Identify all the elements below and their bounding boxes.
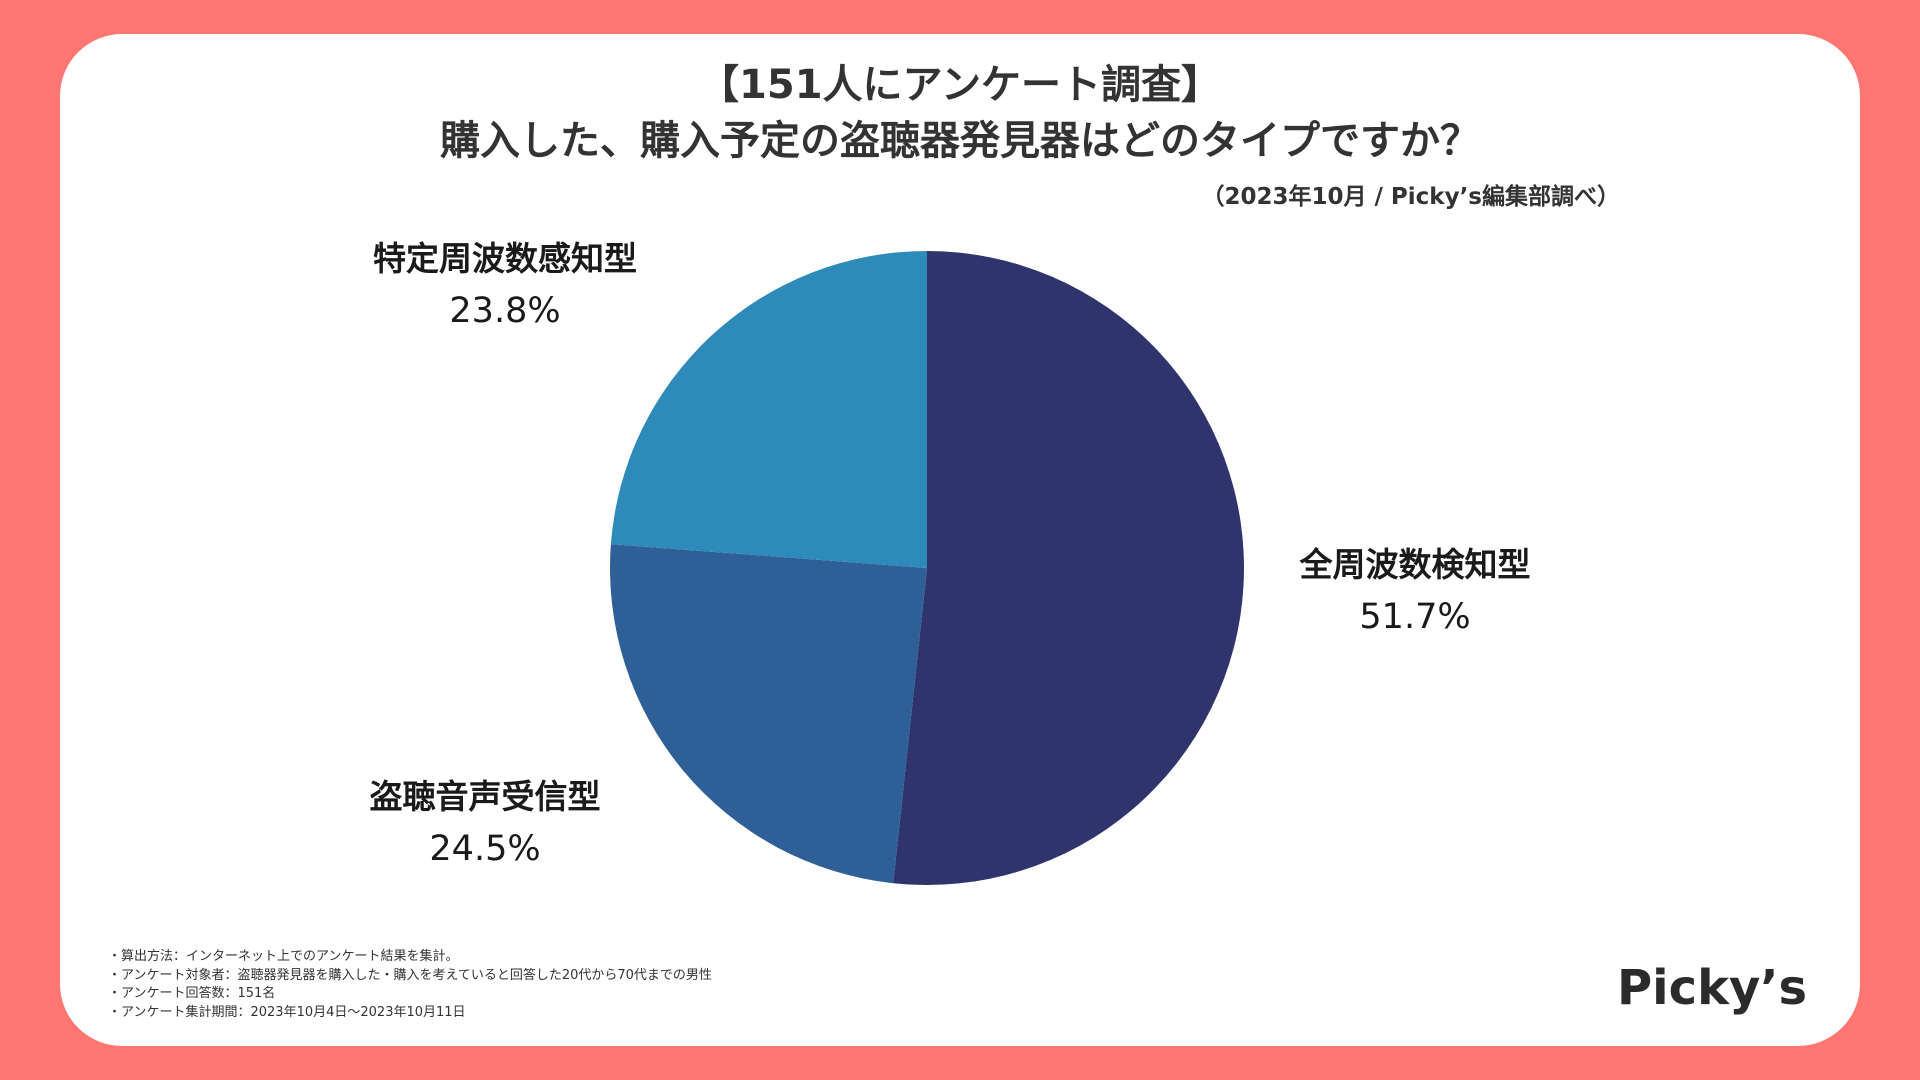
slice-label-audio-receiver: 盗聴音声受信型 24.5% <box>360 775 610 873</box>
slice-label-all-frequency: 全周波数検知型 51.7% <box>1290 543 1540 641</box>
pickys-logo: Picky’s <box>1617 960 1808 1016</box>
pie-slice-all-frequency <box>893 251 1244 885</box>
slice-name-audio-receiver: 盗聴音声受信型 <box>369 777 601 816</box>
note-target: ・アンケート対象者：盗聴器発見器を購入した・購入を考えていると回答した20代から… <box>108 967 712 983</box>
slice-value-specific-frequency: 23.8% <box>449 291 561 331</box>
chart-title-line-1: 【151人にアンケート調査】 <box>699 62 1221 108</box>
source-note: （2023年10月 / Picky’s編集部調べ） <box>1201 184 1620 210</box>
slice-name-all-frequency: 全周波数検知型 <box>1299 545 1531 584</box>
chart-title-line-2: 購入した、購入予定の盗聴器発見器はどのタイプですか？ <box>440 118 1480 164</box>
pie-slice-audio-receiver <box>610 544 927 884</box>
slice-name-specific-frequency: 特定周波数感知型 <box>373 239 637 278</box>
slice-value-audio-receiver: 24.5% <box>429 829 541 869</box>
survey-notes: ・算出方法：インターネット上でのアンケート結果を集計。 ・アンケート対象者：盗聴… <box>108 948 712 1022</box>
pie-slice-specific-frequency <box>610 251 927 568</box>
note-method: ・算出方法：インターネット上でのアンケート結果を集計。 <box>108 949 459 964</box>
slice-label-specific-frequency: 特定周波数感知型 23.8% <box>360 237 650 335</box>
pie-chart <box>610 251 1244 885</box>
chart-card: 【151人にアンケート調査】 購入した、購入予定の盗聴器発見器はどのタイプですか… <box>60 34 1860 1046</box>
note-responses: ・アンケート回答数：151名 <box>108 986 276 1001</box>
slice-value-all-frequency: 51.7% <box>1359 597 1471 637</box>
note-period: ・アンケート集計期間：2023年10月4日〜2023年10月11日 <box>108 1004 466 1020</box>
